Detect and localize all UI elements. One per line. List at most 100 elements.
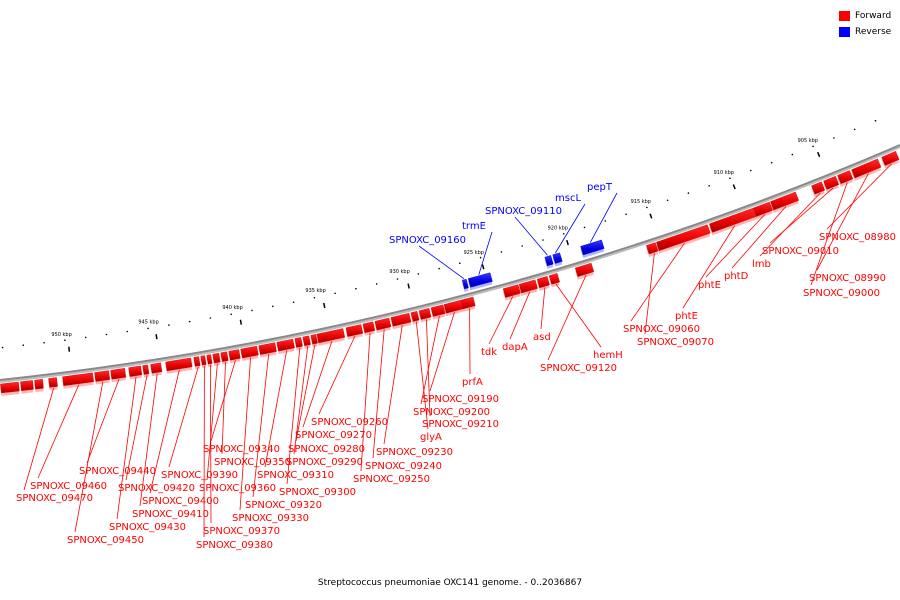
gene-label[interactable]: SPNOXC_09290: [286, 457, 363, 468]
gene-label[interactable]: mscL: [555, 193, 581, 204]
gene-label[interactable]: SPNOXC_09340: [203, 444, 280, 455]
gene-label[interactable]: phtD: [724, 271, 749, 282]
gene-label[interactable]: phtE: [698, 280, 721, 291]
gene-label[interactable]: SPNOXC_09250: [353, 474, 430, 485]
gene-glyph-spnoxc-09270[interactable]: [316, 328, 346, 344]
gene-label[interactable]: SPNOXC_08990: [809, 273, 886, 284]
gene-label[interactable]: pepT: [587, 182, 613, 193]
gene-glyph-spnoxc-09390[interactable]: [193, 356, 201, 367]
gene-glyph-spnoxc-08980[interactable]: [881, 151, 900, 166]
gene-glyph-spnoxc-09460[interactable]: [62, 372, 94, 386]
gene-glyph-spnoxc-09290[interactable]: [302, 335, 311, 347]
gene-label[interactable]: SPNOXC_09010: [762, 246, 839, 257]
gene-glyph-spnoxc-09360[interactable]: [212, 352, 221, 364]
gene-label[interactable]: asd: [533, 332, 551, 343]
gene-glyph-spnoxc-09470[interactable]: [48, 377, 58, 388]
gene-label[interactable]: SPNOXC_09400: [142, 496, 219, 507]
gene-glyph-spnoxc-09310[interactable]: [276, 338, 295, 352]
gene-label[interactable]: SPNOXC_09200: [413, 407, 490, 418]
gene-glyph-spnoxc-09240[interactable]: [374, 317, 392, 331]
gene-glyph-phte[interactable]: [709, 207, 757, 233]
gene-label[interactable]: SPNOXC_09060: [623, 324, 700, 335]
gene-label[interactable]: SPNOXC_09230: [376, 447, 453, 458]
gene-glyph-unlabelled[interactable]: [0, 381, 20, 394]
gene-label[interactable]: SPNOXC_09300: [279, 487, 356, 498]
gene-label[interactable]: SPNOXC_09270: [295, 430, 372, 441]
gene-glyph-spnoxc-09160[interactable]: [461, 278, 469, 290]
gene-glyph-spnoxc-09210[interactable]: [418, 308, 432, 320]
gene-label[interactable]: SPNOXC_09280: [288, 444, 365, 455]
gene-label[interactable]: SPNOXC_09470: [16, 493, 93, 504]
gene-glyph-spnoxc-08990[interactable]: [851, 158, 882, 179]
gene-label[interactable]: SPNOXC_09330: [232, 513, 309, 524]
gene-label[interactable]: SPNOXC_09120: [540, 363, 617, 374]
gene-glyph-spnoxc-09070[interactable]: [646, 242, 659, 255]
gene-glyph-spnoxc-09320[interactable]: [258, 342, 277, 355]
gene-label[interactable]: SPNOXC_09260: [311, 417, 388, 428]
gene-label[interactable]: phtE: [675, 311, 698, 322]
gene-glyph-spnoxc-09380[interactable]: [200, 355, 207, 366]
gene-label[interactable]: SPNOXC_09410: [132, 509, 209, 520]
gene-glyph-spnoxc-09370[interactable]: [206, 354, 213, 365]
gene-label[interactable]: SPNOXC_09210: [422, 419, 499, 430]
gene-glyph-spnoxc-09260[interactable]: [345, 324, 364, 337]
gene-glyph-spnoxc-09450[interactable]: [94, 370, 111, 382]
gene-glyph-pept[interactable]: [580, 239, 605, 256]
gene-label[interactable]: SPNOXC_09110: [485, 206, 562, 217]
gene-glyph-spnoxc-09010[interactable]: [823, 175, 840, 190]
gene-label[interactable]: SPNOXC_09370: [203, 526, 280, 537]
gene-glyph-spnoxc-09300[interactable]: [294, 337, 303, 348]
gene-label[interactable]: SPNOXC_09390: [161, 470, 238, 481]
gene-glyph-hemh[interactable]: [548, 273, 560, 285]
gene-glyph-spnoxc-09110[interactable]: [544, 255, 554, 267]
gene-glyph-spnoxc-09190[interactable]: [443, 299, 464, 314]
gene-label[interactable]: lmb: [752, 259, 771, 270]
gene-label[interactable]: SPNOXC_09430: [109, 522, 186, 533]
gene-label[interactable]: dapA: [502, 342, 528, 353]
gene-glyph-spnoxc-09350[interactable]: [220, 351, 229, 362]
gene-glyph-unlabelled[interactable]: [20, 380, 34, 391]
gene-glyph-spnoxc-09250[interactable]: [362, 321, 376, 334]
gene-glyph-spnoxc-09400[interactable]: [165, 357, 193, 372]
gene-glyph-spnoxc-09000[interactable]: [837, 170, 854, 185]
gene-label[interactable]: SPNOXC_09160: [389, 235, 466, 246]
gene-glyph-spnoxc-09340[interactable]: [228, 349, 241, 361]
gene-label[interactable]: prfA: [462, 377, 483, 388]
gene-label[interactable]: hemH: [593, 350, 623, 361]
gene-label[interactable]: SPNOXC_09320: [245, 500, 322, 511]
gene-glyph-spnoxc-09060[interactable]: [656, 224, 711, 251]
gene-glyph-mscl[interactable]: [552, 252, 563, 264]
gene-label[interactable]: SPNOXC_09070: [637, 337, 714, 348]
gene-glyph-phtd[interactable]: [770, 191, 799, 211]
gene-glyph-spnoxc-09430[interactable]: [128, 365, 143, 377]
gene-label[interactable]: SPNOXC_09420: [118, 483, 195, 494]
gene-glyph-spnoxc-09120[interactable]: [574, 262, 595, 277]
gene-glyph-spnoxc-09280[interactable]: [310, 334, 318, 345]
gene-glyph-unlabelled[interactable]: [34, 378, 44, 390]
gene-glyph-asd[interactable]: [536, 276, 550, 289]
gene-label[interactable]: SPNOXC_08980: [819, 232, 896, 243]
gene-glyph-tdk[interactable]: [502, 284, 521, 298]
gene-label[interactable]: SPNOXC_09240: [365, 461, 442, 472]
gene-glyph-spnoxc-09440[interactable]: [110, 368, 127, 380]
gene-glyph-spnoxc-09230[interactable]: [390, 312, 412, 327]
gene-glyph-spnoxc-09200[interactable]: [430, 304, 446, 317]
gene-label[interactable]: trmE: [462, 221, 486, 232]
gene-label[interactable]: SPNOXC_09450: [67, 535, 144, 546]
gene-glyph-spnoxc-09330[interactable]: [240, 345, 259, 359]
gene-label[interactable]: SPNOXC_09310: [257, 470, 334, 481]
gene-label[interactable]: SPNOXC_09440: [79, 466, 156, 477]
gene-glyph-lmb[interactable]: [811, 181, 826, 195]
gene-label[interactable]: SPNOXC_09000: [803, 288, 880, 299]
gene-label[interactable]: tdk: [481, 347, 497, 358]
gene-glyph-spnoxc-09420[interactable]: [142, 364, 150, 375]
gene-glyph-trme[interactable]: [467, 272, 493, 288]
gene-label[interactable]: SPNOXC_09360: [199, 483, 276, 494]
gene-label[interactable]: SPNOXC_09460: [30, 481, 107, 492]
gene-label[interactable]: SPNOXC_09190: [422, 394, 499, 405]
gene-label[interactable]: SPNOXC_09350: [214, 457, 291, 468]
gene-glyph-glya[interactable]: [410, 311, 420, 322]
gene-label[interactable]: glyA: [420, 432, 442, 443]
gene-label[interactable]: SPNOXC_09380: [196, 540, 273, 551]
gene-glyph-dapa[interactable]: [518, 279, 538, 294]
